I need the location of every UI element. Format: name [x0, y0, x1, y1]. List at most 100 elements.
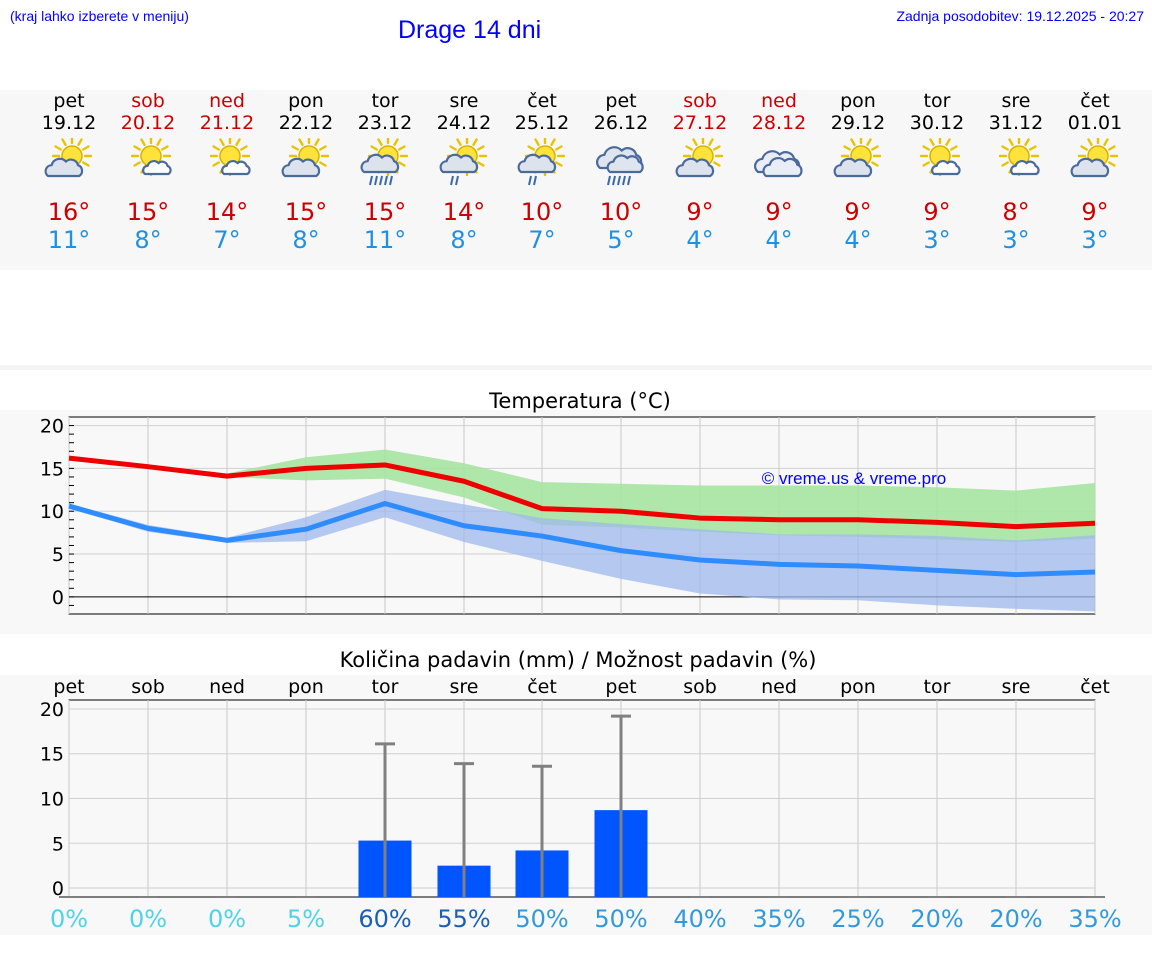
day-column: pet 26.12 10° 5° — [581, 90, 661, 254]
mostly-sunny-icon — [209, 138, 251, 177]
partly-cloudy-icon — [675, 138, 724, 178]
sun-light-rain-icon — [517, 138, 566, 186]
precipitation-probability: 20% — [910, 905, 963, 933]
min-temperature: 8° — [134, 226, 162, 254]
day-name: čet — [1080, 90, 1110, 112]
x-category-label: pon — [288, 676, 324, 698]
day-column: ned 28.12 9° 4° — [739, 90, 819, 254]
day-name: tor — [923, 90, 951, 112]
y-tick-label: 15 — [40, 744, 64, 766]
min-temperature: 11° — [47, 226, 91, 254]
min-temperature: 3° — [1002, 226, 1030, 254]
sun-light-rain-icon — [439, 138, 488, 186]
max-temperature: 8° — [1002, 198, 1030, 226]
day-column: pon 22.12 15° 8° — [266, 90, 346, 254]
y-tick-label: 0 — [52, 587, 64, 609]
max-temperature: 10° — [520, 198, 564, 226]
y-tick-label: 15 — [40, 458, 64, 480]
min-temperature: 5° — [607, 226, 635, 254]
mostly-sunny-icon — [919, 138, 961, 177]
x-category-label: pet — [53, 676, 84, 698]
temperature-chart: Temperatura (°C) 0 5 10 15 20 © vreme.us & vre… — [40, 389, 1096, 615]
x-category-label: sre — [1002, 676, 1031, 698]
cloud-rain-icon — [596, 146, 644, 186]
divider — [0, 365, 1152, 370]
x-category-label: tor — [924, 676, 951, 698]
day-column: sre 31.12 8° 3° — [976, 90, 1056, 254]
day-column: sob 20.12 15° 8° — [108, 90, 188, 254]
chart-watermark: © vreme.us & vreme.pro — [762, 469, 946, 488]
day-date: 01.01 — [1067, 112, 1123, 134]
day-name: ned — [209, 90, 245, 112]
sun-showers-icon — [360, 138, 409, 186]
day-date: 22.12 — [278, 112, 334, 134]
daily-forecast-strip: pet 19.12 16° 11° sob 20.12 15° 8° ned 21.12 14° 7°… — [0, 90, 1152, 270]
day-date: 23.12 — [357, 112, 413, 134]
day-column: tor 30.12 9° 3° — [897, 90, 977, 254]
day-name: pon — [288, 90, 324, 112]
max-temperature: 15° — [284, 198, 328, 226]
day-date: 21.12 — [199, 112, 255, 134]
day-column: sob 27.12 9° 4° — [660, 90, 740, 254]
mostly-sunny-icon — [998, 138, 1040, 177]
cloudy-icon — [754, 150, 803, 178]
precipitation-probability: 0% — [129, 905, 167, 933]
max-temperature: 15° — [363, 198, 407, 226]
max-temperature-line — [68, 455, 1096, 530]
max-temperature: 14° — [205, 198, 249, 226]
partly-cloudy-icon — [281, 138, 330, 178]
min-temperature: 7° — [528, 226, 556, 254]
x-category-label: čet — [527, 676, 557, 698]
day-date: 25.12 — [514, 112, 570, 134]
min-temperature: 4° — [844, 226, 872, 254]
location-hint[interactable]: (kraj lahko izberete v meniju) — [10, 8, 189, 24]
min-temperature: 3° — [1081, 226, 1109, 254]
x-category-label: sob — [131, 676, 165, 698]
y-tick-label: 5 — [52, 544, 64, 566]
precipitation-probability: 5% — [287, 905, 325, 933]
max-temperature: 16° — [47, 198, 91, 226]
min-temperature-range-band — [69, 489, 1095, 612]
precipitation-probability: 60% — [358, 905, 411, 933]
mostly-sunny-icon — [130, 138, 172, 177]
precipitation-probability: 40% — [673, 905, 726, 933]
day-name: sre — [449, 90, 479, 112]
precipitation-probability: 50% — [515, 905, 568, 933]
day-column: tor 23.12 15° 11° — [345, 90, 425, 254]
day-name: sob — [131, 90, 165, 112]
min-temperature: 11° — [363, 226, 407, 254]
x-category-label: ned — [209, 676, 245, 698]
max-temperature: 10° — [599, 198, 643, 226]
max-temperature: 15° — [126, 198, 170, 226]
max-temperature: 14° — [442, 198, 486, 226]
day-date: 28.12 — [751, 112, 807, 134]
y-tick-label: 10 — [40, 501, 64, 523]
y-tick-label: 10 — [40, 789, 64, 811]
day-column: pet 19.12 16° 11° — [29, 90, 109, 254]
day-name: pon — [840, 90, 876, 112]
day-date: 26.12 — [593, 112, 649, 134]
day-name: pet — [53, 90, 85, 112]
day-name: tor — [371, 90, 399, 112]
day-column: čet 01.01 9° 3° — [1055, 90, 1135, 254]
day-date: 30.12 — [909, 112, 965, 134]
precipitation-probability: 25% — [831, 905, 884, 933]
day-name: ned — [761, 90, 797, 112]
partly-cloudy-icon — [833, 138, 882, 178]
precipitation-chart: Količina padavin (mm) / Možnost padavin … — [40, 648, 1122, 933]
day-name: sre — [1001, 90, 1031, 112]
x-category-label: sob — [683, 676, 717, 698]
day-date: 24.12 — [436, 112, 492, 134]
min-temperature: 8° — [292, 226, 320, 254]
min-temperature: 8° — [450, 226, 478, 254]
x-category-label: tor — [372, 676, 399, 698]
max-temperature: 9° — [1081, 198, 1109, 226]
max-temperature: 9° — [686, 198, 714, 226]
min-temperature: 7° — [213, 226, 241, 254]
max-temperature: 9° — [765, 198, 793, 226]
day-column: ned 21.12 14° 7° — [187, 90, 267, 254]
min-temperature-line — [68, 501, 1096, 578]
day-column: čet 25.12 10° 7° — [502, 90, 582, 254]
x-category-label: sre — [450, 676, 479, 698]
last-update-text: Zadnja posodobitev: 19.12.2025 - 20:27 — [896, 8, 1144, 24]
